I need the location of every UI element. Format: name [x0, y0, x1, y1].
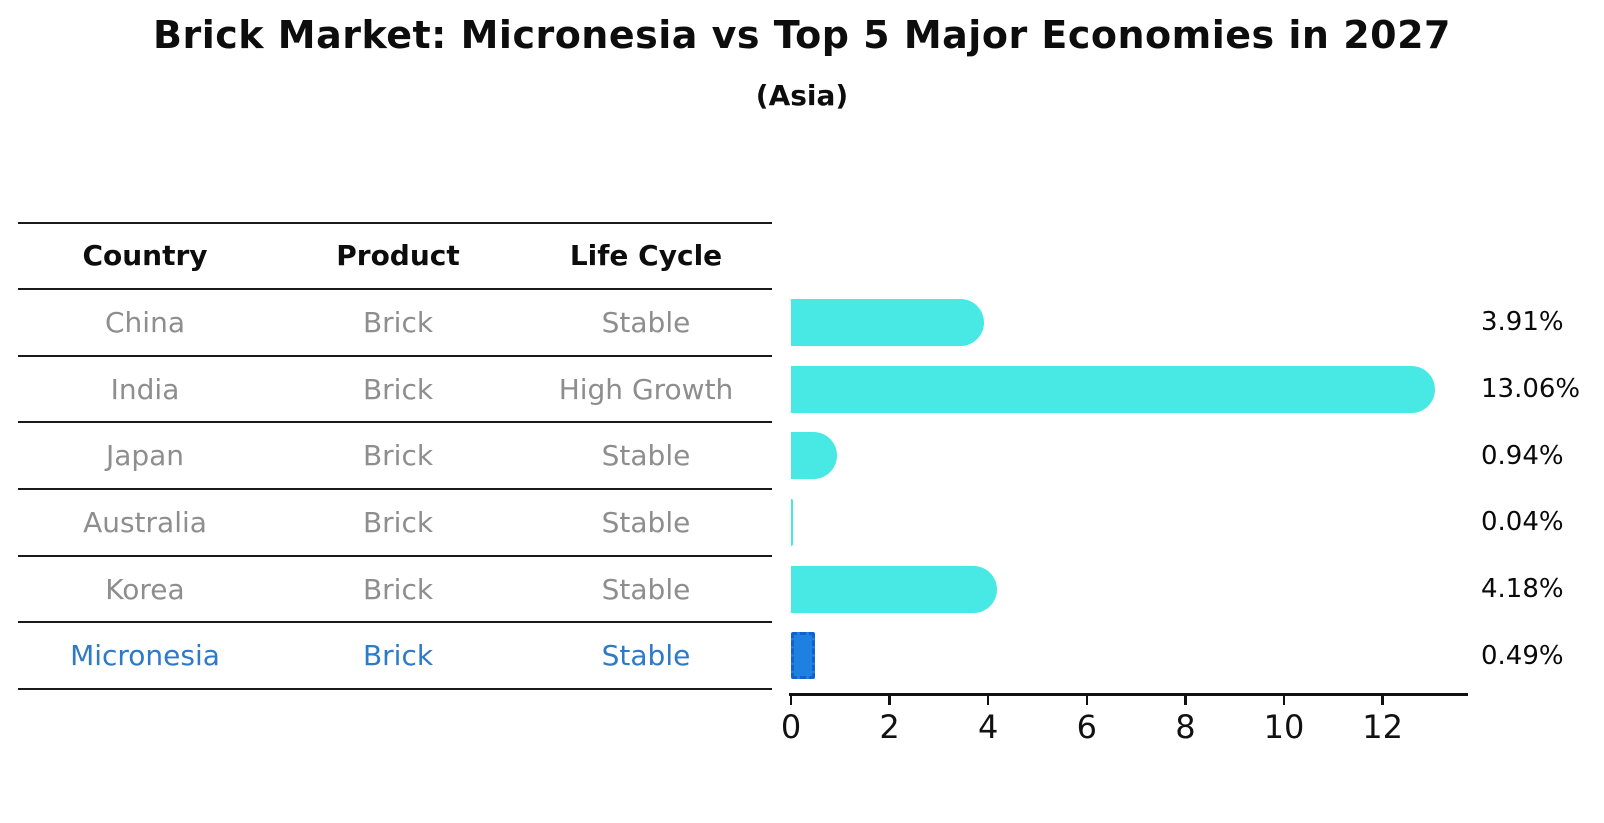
bar-india — [791, 365, 1435, 413]
value-label-korea: 4.18% — [1481, 574, 1564, 605]
x-axis-tick — [1381, 694, 1384, 705]
x-axis-line — [789, 693, 1468, 696]
x-axis-tick-label: 6 — [1076, 708, 1097, 746]
table-cell-life-cycle: Stable — [601, 505, 691, 539]
table-cell-product: Brick — [362, 439, 434, 473]
table-row-divider — [18, 288, 772, 291]
x-axis-tick-label: 12 — [1362, 708, 1403, 746]
x-axis-tick — [1184, 694, 1187, 705]
table-cell-product: Brick — [362, 639, 434, 673]
table-cell-country: Micronesia — [70, 639, 220, 673]
table-cell-country: Australia — [83, 505, 207, 539]
x-axis-tick — [986, 694, 990, 705]
x-axis-tick-label: 4 — [978, 708, 999, 746]
x-axis-tick — [888, 694, 891, 705]
table-row-divider — [18, 354, 772, 357]
table-cell-life-cycle: Stable — [601, 572, 691, 606]
chart-title: Brick Market: Micronesia vs Top 5 Major … — [153, 13, 1451, 57]
table-header-product: Product — [336, 239, 460, 273]
table-row-divider — [18, 621, 772, 624]
x-axis-tick-label: 0 — [780, 708, 802, 746]
table-cell-country: Japan — [105, 439, 185, 473]
bar-japan — [791, 432, 838, 480]
x-axis-tick — [789, 694, 793, 705]
bar-australia — [791, 498, 793, 546]
table-header-life-cycle: Life Cycle — [569, 239, 723, 273]
table-row-divider — [18, 221, 772, 224]
table-header-country: Country — [82, 239, 208, 273]
table-cell-life-cycle: Stable — [601, 639, 691, 673]
table-row-divider — [18, 688, 772, 691]
table-cell-life-cycle: Stable — [601, 439, 691, 473]
bar-micronesia — [791, 632, 816, 680]
value-label-micronesia: 0.49% — [1481, 640, 1564, 671]
table-cell-product: Brick — [362, 305, 434, 339]
x-axis-tick-label: 2 — [879, 708, 900, 746]
value-label-china: 3.91% — [1481, 307, 1564, 338]
x-axis-tick — [1085, 694, 1089, 705]
table-cell-product: Brick — [362, 572, 434, 606]
table-cell-life-cycle: High Growth — [558, 372, 734, 406]
bar-china — [791, 298, 984, 346]
table-row-divider — [18, 488, 772, 491]
x-axis-tick — [1282, 694, 1286, 705]
table-cell-product: Brick — [362, 505, 434, 539]
value-label-japan: 0.94% — [1481, 440, 1564, 471]
table-row-divider — [18, 554, 772, 557]
table-cell-country: India — [110, 372, 180, 406]
value-label-australia: 0.04% — [1481, 507, 1564, 538]
table-row-divider — [18, 421, 772, 424]
table-cell-country: Korea — [105, 572, 185, 606]
x-axis-tick-label: 10 — [1263, 708, 1305, 746]
bar-korea — [791, 565, 998, 613]
chart-subtitle: (Asia) — [755, 79, 849, 112]
value-label-india: 13.06% — [1481, 374, 1581, 405]
table-cell-life-cycle: Stable — [601, 305, 691, 339]
table-cell-product: Brick — [362, 372, 434, 406]
x-axis-tick-label: 8 — [1175, 708, 1196, 746]
table-cell-country: China — [105, 305, 185, 339]
